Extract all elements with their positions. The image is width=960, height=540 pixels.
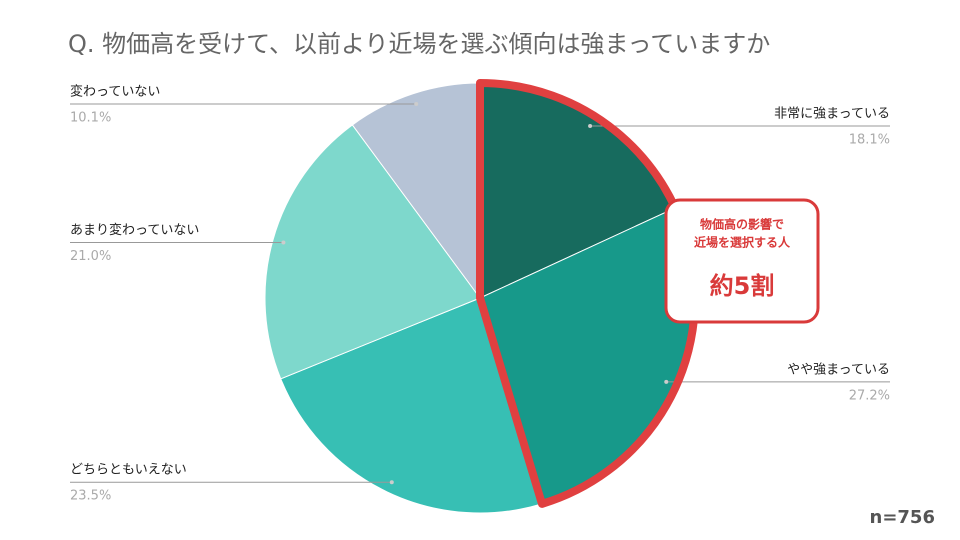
callout-line: 物価高の影響で	[700, 217, 784, 232]
callout-line: 近場を選択する人	[694, 235, 791, 250]
leader-dot	[414, 101, 419, 106]
slice-label: あまり変わっていない	[70, 222, 199, 238]
leader-dot	[588, 123, 593, 128]
leader-dot	[389, 480, 394, 485]
pie-slice	[351, 82, 481, 300]
leader-dot	[664, 379, 669, 384]
slice-label: 非常に強まっている	[774, 106, 890, 121]
callout-box	[664, 198, 820, 324]
slice-value-label: 27.2%	[849, 388, 890, 403]
pie	[70, 79, 890, 514]
pie-slice	[280, 297, 543, 514]
leader-dot	[281, 240, 286, 245]
chart-title: Q. 物価高を受けて、以前より近場を選ぶ傾向は強まっていますか	[68, 30, 770, 58]
slice-value-label: 10.1%	[70, 110, 111, 125]
slice-label: 変わっていない	[70, 83, 160, 99]
slice-label: どちらともいえない	[70, 463, 187, 478]
slice-value-label: 18.1%	[849, 132, 890, 147]
slice-label: やや強まっている	[787, 362, 890, 377]
callout-emphasis: 約5割	[710, 272, 775, 300]
callout: 物価高の影響で 近場を選択する人 約5割	[664, 198, 820, 324]
slice-value-label: 23.5%	[70, 489, 111, 504]
slice-value-label: 21.0%	[70, 249, 111, 264]
pie-slice	[264, 124, 481, 380]
sample-size: n=756	[870, 507, 935, 528]
